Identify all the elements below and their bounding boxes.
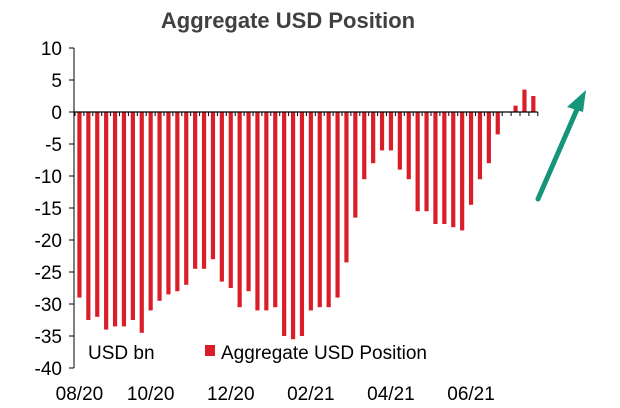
bar	[415, 112, 420, 212]
x-tick-label: 12/20	[207, 384, 255, 405]
y-tick-label: -20	[35, 231, 62, 252]
bar	[317, 112, 322, 308]
bar	[451, 112, 456, 228]
bar	[388, 112, 394, 151]
bar	[299, 112, 305, 336]
arrow-head	[567, 90, 586, 112]
bar	[362, 112, 367, 180]
bar	[371, 112, 376, 164]
bar	[397, 112, 402, 170]
bar	[495, 112, 500, 135]
bar	[255, 112, 260, 311]
legend-label: Aggregate USD Position	[221, 343, 427, 364]
bar	[522, 89, 527, 112]
bar	[264, 112, 269, 311]
bar	[273, 112, 278, 308]
bar	[237, 112, 242, 308]
bar	[210, 112, 216, 260]
y-tick-label: 5	[51, 71, 62, 92]
bar	[486, 112, 491, 164]
bar	[166, 112, 171, 295]
bar	[77, 112, 82, 298]
bar	[433, 112, 438, 224]
y-tick-label: -25	[35, 263, 62, 284]
bar	[121, 112, 127, 327]
bar	[228, 112, 233, 288]
bar	[424, 112, 429, 212]
bar	[326, 112, 331, 308]
bar	[442, 112, 447, 224]
unit-label: USD bn	[88, 343, 155, 364]
y-tick-label: -30	[35, 295, 62, 316]
bar	[184, 112, 189, 285]
bar	[175, 112, 180, 292]
bar	[308, 112, 313, 311]
y-tick-label: 10	[41, 39, 62, 60]
bar	[468, 112, 474, 205]
bar	[219, 112, 224, 282]
y-tick-label: -35	[35, 327, 62, 348]
bar	[95, 112, 100, 317]
bar	[148, 112, 153, 311]
arrow-shaft	[535, 104, 581, 202]
bar	[104, 112, 109, 330]
bar	[246, 112, 251, 292]
bar	[353, 112, 358, 218]
bar	[513, 105, 518, 112]
bar	[335, 112, 340, 298]
bar	[157, 112, 162, 301]
bar	[290, 112, 296, 340]
bar	[282, 112, 287, 336]
bar	[193, 112, 198, 269]
y-tick-label: -40	[35, 359, 62, 380]
x-tick-label: 10/20	[127, 384, 175, 405]
bar	[112, 112, 118, 327]
x-tick-label: 08/20	[56, 384, 104, 405]
bar	[477, 112, 483, 180]
bar	[460, 112, 465, 231]
bar	[379, 112, 385, 151]
chart-title: Aggregate USD Position	[160, 8, 416, 33]
x-tick-label: 02/21	[287, 384, 335, 405]
y-tick-label: 0	[51, 103, 62, 124]
bar	[531, 96, 536, 112]
bar	[139, 112, 144, 333]
legend-swatch	[205, 345, 215, 356]
bar	[86, 112, 91, 320]
bar	[406, 112, 411, 180]
x-tick-label: 04/21	[367, 384, 415, 405]
x-tick-label: 06/21	[447, 384, 495, 405]
y-tick-label: -5	[45, 135, 62, 156]
bar	[130, 112, 135, 320]
bar	[201, 112, 207, 269]
y-tick-label: -10	[35, 167, 62, 188]
y-tick-label: -15	[35, 199, 62, 220]
bar	[344, 112, 349, 263]
